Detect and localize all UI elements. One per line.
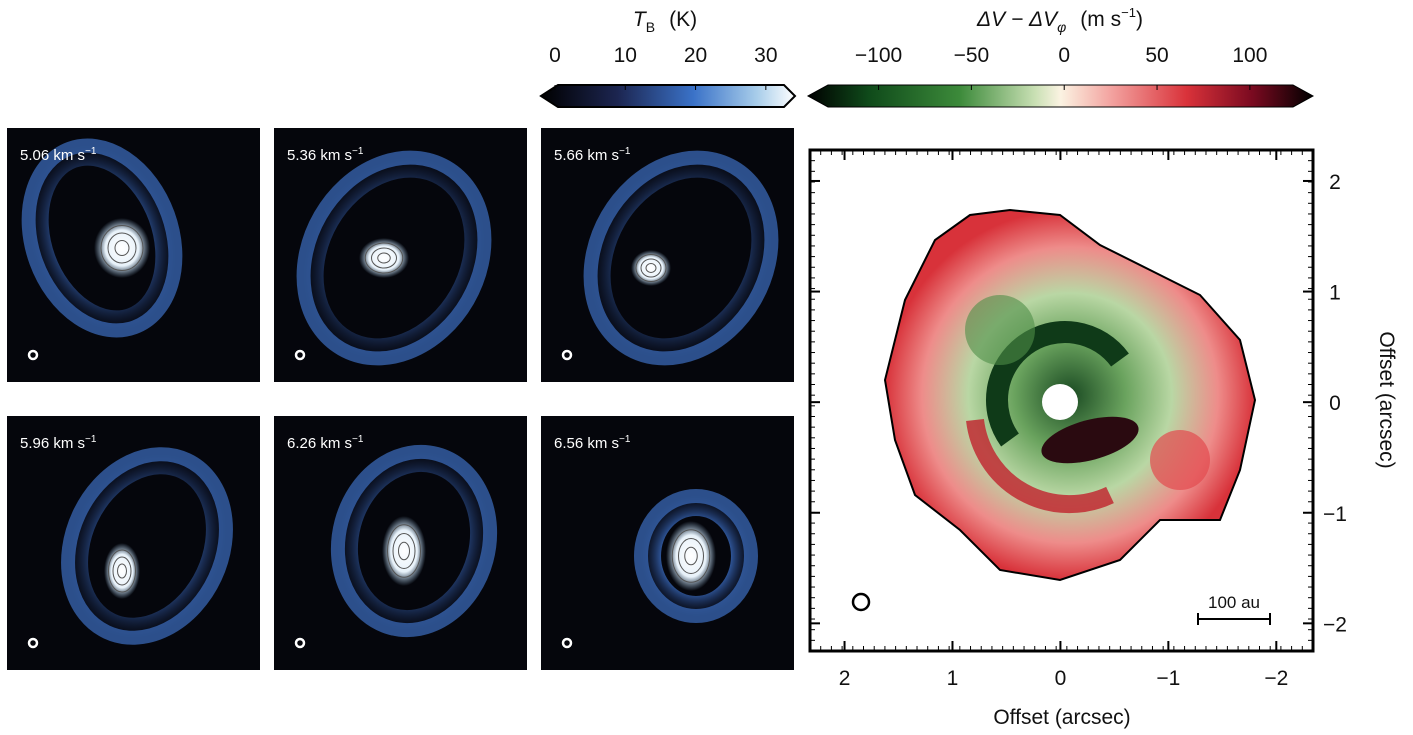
tb-colorbar — [541, 85, 795, 107]
residual-image — [810, 150, 1313, 651]
channel-map: 5.36 km s−1 — [268, 125, 527, 392]
channel-map: 6.26 km s−1 — [274, 416, 527, 670]
channel-label-text: 5.66 km s — [554, 147, 619, 164]
channel-label-exp: −1 — [619, 146, 631, 157]
channel-map: 5.06 km s−1 — [4, 125, 260, 382]
y-tick-label: −2 — [1323, 613, 1347, 636]
x-tick-label: −2 — [1264, 667, 1288, 690]
x-tick-label: 0 — [1055, 667, 1067, 690]
dv-colorbar-label: ΔV − ΔVφ(m s−1) — [976, 5, 1143, 35]
bright-spot — [666, 521, 716, 591]
colorbar-tick-label: 20 — [684, 44, 707, 67]
x-tick-label: 2 — [839, 667, 851, 690]
bright-spot — [382, 516, 426, 586]
colorbar-tick-label: 0 — [1058, 44, 1070, 67]
figure: TB(K) ΔV − ΔVφ(m s−1) 5.06 km s−15.36 km… — [0, 0, 1413, 730]
channel-label-exp: −1 — [352, 434, 364, 445]
channel-label-exp: −1 — [85, 434, 97, 445]
bright-spot — [359, 238, 409, 278]
channel-map: 6.56 km s−1 — [541, 416, 794, 670]
y-axis-label: Offset (arcsec) — [1375, 331, 1398, 468]
x-tick-label: −1 — [1156, 667, 1180, 690]
channel-label-text: 6.26 km s — [287, 435, 352, 452]
y-tick-label: −1 — [1323, 503, 1347, 526]
channel-label-exp: −1 — [619, 434, 631, 445]
channel-label-exp: −1 — [352, 146, 364, 157]
bright-spot — [94, 218, 150, 278]
colorbar-tick-label: 10 — [614, 44, 637, 67]
bright-spot — [104, 543, 140, 599]
y-tick-label: 1 — [1329, 282, 1341, 305]
y-tick-label: 2 — [1329, 171, 1341, 194]
tb-colorbar-label: TB(K) — [633, 8, 697, 35]
colorbar-tick-label: 30 — [754, 44, 777, 67]
channel-label-text: 5.06 km s — [20, 147, 85, 164]
dv-colorbar — [808, 85, 1313, 107]
x-axis-label: Offset (arcsec) — [993, 706, 1130, 729]
colorbar-tick-label: 50 — [1145, 44, 1168, 67]
colorbar-tick-label: 0 — [549, 44, 561, 67]
channel-label-exp: −1 — [85, 146, 97, 157]
x-tick-label: 1 — [947, 667, 959, 690]
colorbar-tick-label: −50 — [954, 44, 990, 67]
bright-spot — [631, 250, 671, 286]
colorbar-tick-label: 100 — [1232, 44, 1267, 67]
channel-map: 5.96 km s−1 — [7, 416, 260, 670]
channel-label-text: 6.56 km s — [554, 435, 619, 452]
channel-label-text: 5.36 km s — [287, 147, 352, 164]
colorbar-tick-label: −100 — [855, 44, 902, 67]
channel-label-text: 5.96 km s — [20, 435, 85, 452]
channel-map: 5.66 km s−1 — [541, 125, 807, 392]
scale-bar-label: 100 au — [1208, 593, 1260, 612]
y-tick-label: 0 — [1329, 392, 1341, 415]
